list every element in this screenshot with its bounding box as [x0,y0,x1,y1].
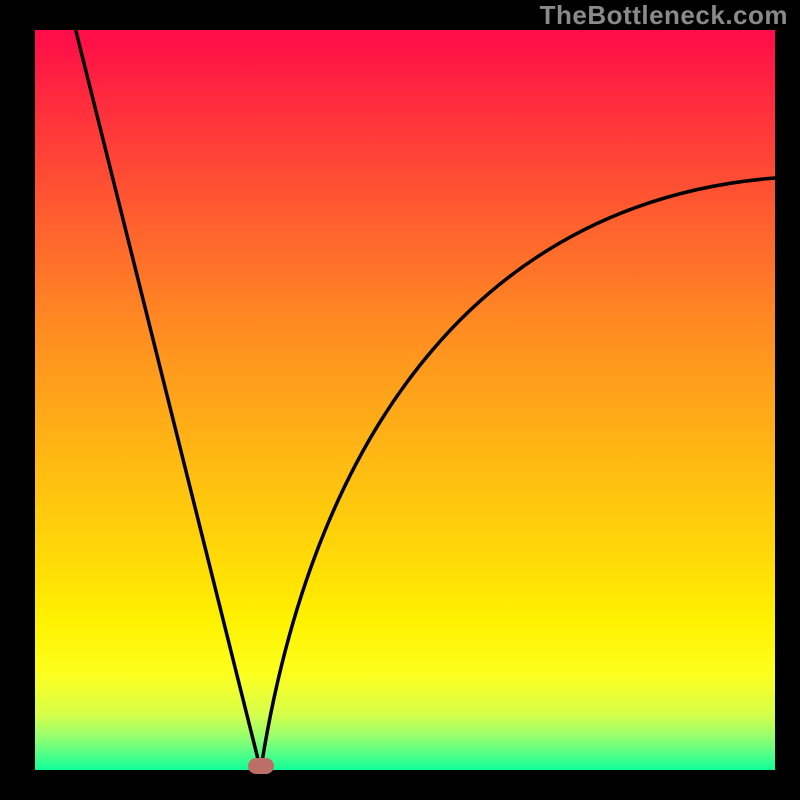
optimal-point-marker [248,758,274,774]
chart-stage: TheBottleneck.com [0,0,800,800]
plot-background [35,30,775,770]
bottleneck-chart [0,0,800,800]
watermark-text: TheBottleneck.com [540,0,788,31]
